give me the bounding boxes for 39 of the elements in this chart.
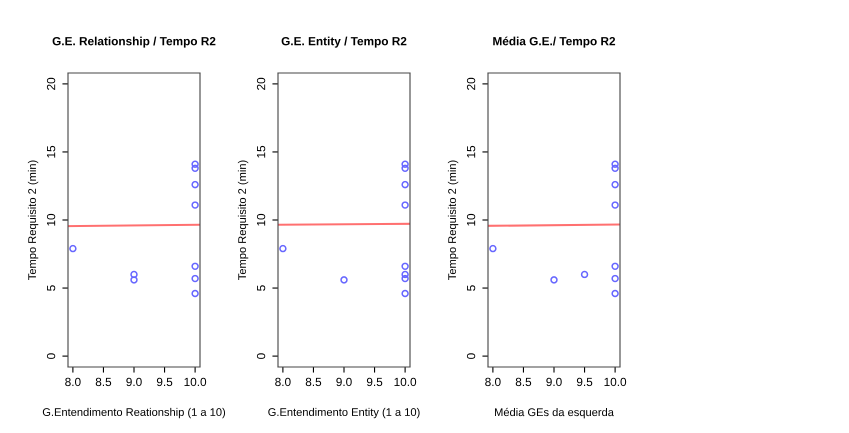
y-tick-label: 20 xyxy=(256,78,266,90)
x-tick-label: 8.5 xyxy=(96,378,112,386)
x-tick-label: 8.0 xyxy=(485,378,501,386)
y-tick-label: 20 xyxy=(46,78,56,90)
x-tick-label: 9.5 xyxy=(366,378,382,386)
x-tick-label: 10.0 xyxy=(184,378,206,386)
x-axis-title: G.Entendimento Entity (1 a 10) xyxy=(268,408,420,418)
chart-title: Média G.E./ Tempo R2 xyxy=(493,36,616,48)
y-axis-title: Tempo Requisito 2 (min) xyxy=(448,160,458,280)
y-tick-label: 5 xyxy=(47,285,56,291)
y-axis-title: Tempo Requisito 2 (min) xyxy=(28,160,38,280)
y-tick-label: 15 xyxy=(257,146,266,158)
y-tick-label: 5 xyxy=(257,285,266,291)
x-tick-label: 8.5 xyxy=(306,378,322,386)
x-tick-label: 10.0 xyxy=(604,378,626,386)
y-tick-label: 20 xyxy=(466,78,476,90)
x-tick-label: 8.0 xyxy=(275,378,291,386)
y-tick-label: 0 xyxy=(256,353,266,359)
x-tick-label: 9.0 xyxy=(336,378,352,386)
x-axis-title: Média GEs da esquerda xyxy=(495,408,614,418)
y-tick-label: 0 xyxy=(46,353,56,359)
x-tick-label: 9.5 xyxy=(576,378,592,386)
y-tick-label: 0 xyxy=(466,353,476,359)
y-tick-label: 10 xyxy=(256,214,266,226)
y-tick-label: 15 xyxy=(47,146,56,158)
x-tick-label: 8.0 xyxy=(65,378,81,386)
x-axis-title: G.Entendimento Reationship (1 a 10) xyxy=(42,408,226,418)
y-tick-label: 15 xyxy=(467,146,476,158)
y-tick-label: 10 xyxy=(46,214,56,226)
x-tick-label: 8.5 xyxy=(516,378,532,386)
x-tick-label: 9.0 xyxy=(546,378,562,386)
x-tick-label: 9.5 xyxy=(156,378,172,386)
y-axis-title: Tempo Requisito 2 (min) xyxy=(238,160,248,280)
chart-title: G.E. Entity / Tempo R2 xyxy=(282,36,406,48)
x-tick-label: 10.0 xyxy=(394,378,416,386)
y-tick-label: 5 xyxy=(467,285,476,291)
chart-title: G.E. Relationship / Tempo R2 xyxy=(52,36,216,48)
y-tick-label: 10 xyxy=(466,214,476,226)
x-tick-label: 9.0 xyxy=(126,378,142,386)
